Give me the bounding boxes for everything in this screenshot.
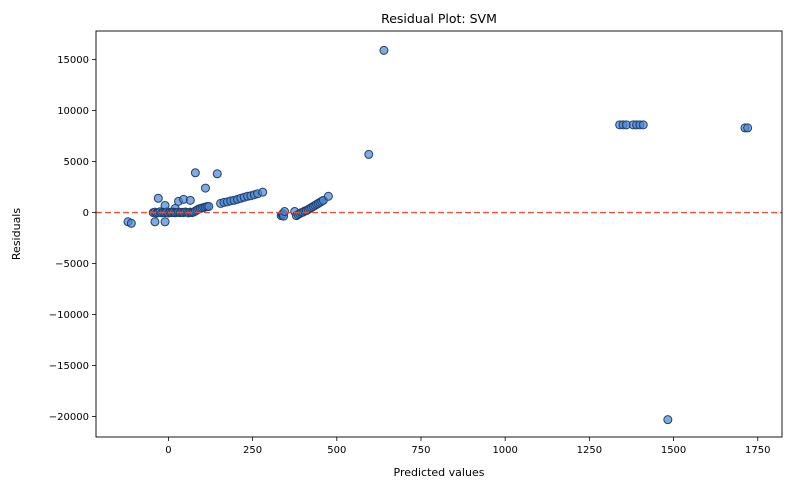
y-tick-label: −20000 [49, 412, 89, 423]
y-tick-label: 15000 [57, 55, 89, 66]
data-point [160, 217, 170, 227]
data-point [663, 415, 673, 425]
y-tick-label: 0 [83, 208, 89, 219]
x-tick-label: 500 [327, 445, 346, 456]
plot-background [96, 31, 782, 437]
data-point [743, 123, 753, 133]
data-point [126, 218, 136, 228]
y-axis-ticks: −20000 −15000 −10000 −5000 0 5000 10000 15000 [49, 55, 96, 423]
y-tick-label: −10000 [49, 310, 89, 321]
x-tick-label: 1750 [745, 445, 770, 456]
x-axis-ticks: 0 250 500 750 1000 1250 1500 1750 [165, 437, 770, 456]
data-point [185, 195, 195, 205]
data-point [212, 169, 222, 179]
y-tick-label: 5000 [64, 157, 89, 168]
y-tick-label: 10000 [57, 106, 89, 117]
data-point [379, 45, 389, 55]
data-point [280, 207, 290, 217]
y-tick-label: −5000 [55, 259, 89, 270]
data-point [150, 217, 160, 227]
x-tick-label: 1000 [492, 445, 517, 456]
data-point [153, 193, 163, 203]
x-tick-label: 250 [243, 445, 262, 456]
data-point [190, 168, 200, 178]
plot-frame [95, 30, 783, 438]
x-tick-label: 1250 [577, 445, 602, 456]
data-point [638, 120, 648, 130]
x-tick-label: 750 [411, 445, 430, 456]
data-point [200, 183, 210, 193]
data-point [364, 149, 374, 159]
chart-title: Residual Plot: SVM [381, 11, 497, 26]
y-tick-label: −15000 [49, 361, 89, 372]
data-point [323, 191, 333, 201]
data-point [258, 187, 268, 197]
x-tick-label: 1500 [661, 445, 686, 456]
data-point [204, 201, 214, 211]
x-axis-label: Predicted values [394, 466, 485, 479]
x-tick-label: 0 [165, 445, 171, 456]
y-axis-label: Residuals [10, 208, 23, 260]
